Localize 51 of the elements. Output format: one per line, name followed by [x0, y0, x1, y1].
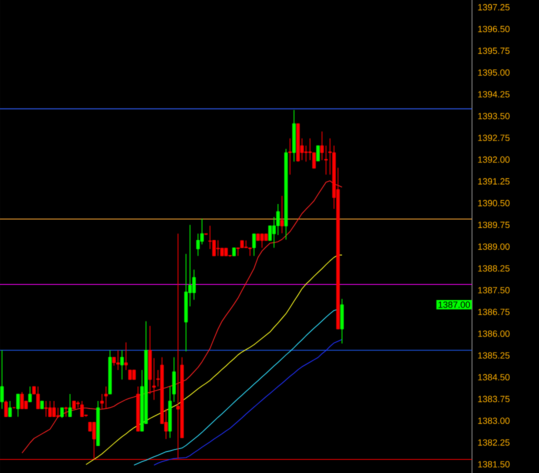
text: 1387.00	[438, 302, 470, 308]
candlestick	[304, 145, 308, 162]
y-tick-label: 1392.00	[478, 156, 510, 163]
y-tick-label: 1397.25	[478, 4, 510, 10]
candlestick	[280, 195, 284, 234]
candlestick	[104, 386, 108, 410]
candlestick	[52, 400, 56, 418]
candlestick	[260, 233, 264, 248]
y-tick-label: 1389.75	[478, 222, 510, 228]
y-tick-label: 1383.75	[478, 396, 510, 402]
y-tick-label: 1392.75	[478, 134, 510, 142]
candlestick	[252, 233, 256, 256]
candlestick	[116, 350, 120, 370]
y-tick-label: 1387.50	[478, 286, 510, 294]
y-tick-label: 1381.50	[478, 461, 510, 468]
candlestick	[132, 370, 136, 380]
y-tick-label: 1391.25	[478, 178, 510, 185]
candlestick	[20, 392, 24, 410]
candlestick	[48, 400, 52, 418]
candlestick	[244, 240, 248, 248]
candlestick	[44, 400, 48, 418]
candlestick	[4, 400, 8, 418]
y-tick-label: 1393.50	[478, 112, 510, 120]
candlestick	[28, 386, 32, 402]
candlestick	[56, 407, 60, 418]
candlestick	[248, 247, 252, 256]
candlestick	[120, 350, 124, 380]
candlestick	[8, 400, 12, 418]
candlestick	[60, 407, 64, 418]
y-tick-label: 1394.25	[478, 91, 510, 98]
y-tick-label: 1386.75	[478, 308, 510, 316]
y-tick-label: 1386.00	[478, 330, 510, 337]
y-tick-label: 1388.25	[478, 265, 510, 272]
y-tick-label: 1385.25	[478, 352, 510, 359]
y-tick-label: 1395.00	[478, 69, 510, 76]
candlestick	[288, 138, 292, 176]
candlestick	[216, 240, 220, 256]
candlestick	[80, 400, 84, 418]
candlestick	[0, 350, 4, 410]
candlestick	[36, 386, 40, 410]
y-tick-label: 1390.50	[478, 200, 510, 206]
candlestick	[16, 394, 20, 418]
y-tick-label: 1384.50	[478, 374, 510, 380]
y-tick-label: 1395.75	[478, 48, 510, 54]
y-tick-label: 1382.25	[478, 439, 510, 446]
candlestick	[68, 394, 72, 418]
candlestick	[316, 145, 320, 162]
y-tick-label: 1396.50	[478, 26, 510, 32]
y-tick-label: 1389.00	[478, 243, 510, 250]
candlestick	[64, 406, 68, 418]
y-tick-label: 1383.00	[478, 418, 510, 424]
